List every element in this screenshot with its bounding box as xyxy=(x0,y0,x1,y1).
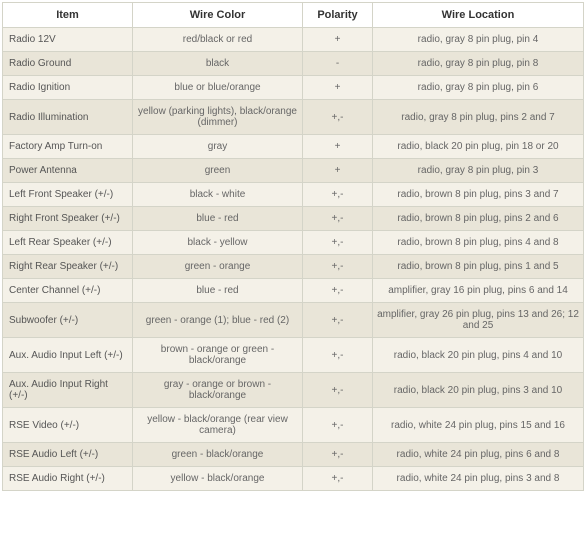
cell-polarity: +,- xyxy=(303,183,373,207)
cell-item: Left Front Speaker (+/-) xyxy=(3,183,133,207)
cell-wire-location: radio, brown 8 pin plug, pins 2 and 6 xyxy=(373,207,584,231)
table-row: RSE Audio Right (+/-)yellow - black/oran… xyxy=(3,467,584,491)
cell-wire-location: radio, gray 8 pin plug, pin 3 xyxy=(373,159,584,183)
cell-polarity: - xyxy=(303,52,373,76)
cell-wire-color: gray - orange or brown - black/orange xyxy=(133,373,303,408)
cell-item: Left Rear Speaker (+/-) xyxy=(3,231,133,255)
cell-wire-location: radio, black 20 pin plug, pin 18 or 20 xyxy=(373,135,584,159)
header-wire-color: Wire Color xyxy=(133,3,303,28)
wiring-table: Item Wire Color Polarity Wire Location R… xyxy=(2,2,584,491)
cell-wire-color: blue or blue/orange xyxy=(133,76,303,100)
cell-polarity: +,- xyxy=(303,338,373,373)
cell-wire-color: black - white xyxy=(133,183,303,207)
cell-item: Factory Amp Turn-on xyxy=(3,135,133,159)
table-row: Factory Amp Turn-ongray+radio, black 20 … xyxy=(3,135,584,159)
cell-polarity: + xyxy=(303,135,373,159)
header-wire-location: Wire Location xyxy=(373,3,584,28)
cell-polarity: +,- xyxy=(303,279,373,303)
table-row: Radio Illuminationyellow (parking lights… xyxy=(3,100,584,135)
cell-wire-location: radio, gray 8 pin plug, pin 6 xyxy=(373,76,584,100)
cell-item: Aux. Audio Input Right (+/-) xyxy=(3,373,133,408)
cell-wire-location: radio, brown 8 pin plug, pins 4 and 8 xyxy=(373,231,584,255)
table-body: Radio 12Vred/black or red+radio, gray 8 … xyxy=(3,28,584,491)
table-row: Right Rear Speaker (+/-)green - orange+,… xyxy=(3,255,584,279)
cell-wire-location: radio, gray 8 pin plug, pin 8 xyxy=(373,52,584,76)
cell-wire-color: red/black or red xyxy=(133,28,303,52)
header-item: Item xyxy=(3,3,133,28)
cell-polarity: +,- xyxy=(303,231,373,255)
cell-polarity: +,- xyxy=(303,443,373,467)
table-header-row: Item Wire Color Polarity Wire Location xyxy=(3,3,584,28)
cell-item: RSE Audio Left (+/-) xyxy=(3,443,133,467)
cell-polarity: +,- xyxy=(303,100,373,135)
cell-wire-color: green xyxy=(133,159,303,183)
cell-wire-color: brown - orange or green - black/orange xyxy=(133,338,303,373)
cell-item: Aux. Audio Input Left (+/-) xyxy=(3,338,133,373)
cell-polarity: +,- xyxy=(303,373,373,408)
table-row: RSE Video (+/-)yellow - black/orange (re… xyxy=(3,408,584,443)
cell-item: Center Channel (+/-) xyxy=(3,279,133,303)
table-row: RSE Audio Left (+/-)green - black/orange… xyxy=(3,443,584,467)
cell-wire-color: blue - red xyxy=(133,207,303,231)
cell-wire-color: green - black/orange xyxy=(133,443,303,467)
cell-wire-location: radio, gray 8 pin plug, pin 4 xyxy=(373,28,584,52)
cell-polarity: +,- xyxy=(303,303,373,338)
cell-item: RSE Audio Right (+/-) xyxy=(3,467,133,491)
cell-wire-location: radio, brown 8 pin plug, pins 3 and 7 xyxy=(373,183,584,207)
cell-item: Right Front Speaker (+/-) xyxy=(3,207,133,231)
cell-wire-location: radio, white 24 pin plug, pins 3 and 8 xyxy=(373,467,584,491)
cell-polarity: +,- xyxy=(303,255,373,279)
table-row: Subwoofer (+/-)green - orange (1); blue … xyxy=(3,303,584,338)
cell-polarity: +,- xyxy=(303,408,373,443)
cell-wire-location: amplifier, gray 26 pin plug, pins 13 and… xyxy=(373,303,584,338)
cell-item: Radio Illumination xyxy=(3,100,133,135)
cell-wire-color: black xyxy=(133,52,303,76)
cell-wire-location: radio, white 24 pin plug, pins 6 and 8 xyxy=(373,443,584,467)
cell-wire-location: radio, gray 8 pin plug, pins 2 and 7 xyxy=(373,100,584,135)
table-row: Center Channel (+/-)blue - red+,-amplifi… xyxy=(3,279,584,303)
table-row: Radio 12Vred/black or red+radio, gray 8 … xyxy=(3,28,584,52)
cell-item: RSE Video (+/-) xyxy=(3,408,133,443)
cell-item: Radio 12V xyxy=(3,28,133,52)
cell-polarity: + xyxy=(303,76,373,100)
table-row: Left Front Speaker (+/-)black - white+,-… xyxy=(3,183,584,207)
table-row: Aux. Audio Input Right (+/-)gray - orang… xyxy=(3,373,584,408)
table-row: Right Front Speaker (+/-)blue - red+,-ra… xyxy=(3,207,584,231)
cell-item: Power Antenna xyxy=(3,159,133,183)
table-row: Aux. Audio Input Left (+/-)brown - orang… xyxy=(3,338,584,373)
header-polarity: Polarity xyxy=(303,3,373,28)
table-row: Radio Groundblack-radio, gray 8 pin plug… xyxy=(3,52,584,76)
cell-wire-location: radio, black 20 pin plug, pins 4 and 10 xyxy=(373,338,584,373)
cell-item: Radio Ground xyxy=(3,52,133,76)
cell-wire-location: radio, white 24 pin plug, pins 15 and 16 xyxy=(373,408,584,443)
cell-item: Right Rear Speaker (+/-) xyxy=(3,255,133,279)
cell-polarity: +,- xyxy=(303,467,373,491)
table-row: Left Rear Speaker (+/-)black - yellow+,-… xyxy=(3,231,584,255)
cell-polarity: + xyxy=(303,28,373,52)
cell-wire-color: blue - red xyxy=(133,279,303,303)
cell-wire-color: yellow (parking lights), black/orange (d… xyxy=(133,100,303,135)
cell-wire-color: green - orange (1); blue - red (2) xyxy=(133,303,303,338)
cell-polarity: + xyxy=(303,159,373,183)
cell-wire-location: amplifier, gray 16 pin plug, pins 6 and … xyxy=(373,279,584,303)
cell-wire-color: yellow - black/orange xyxy=(133,467,303,491)
table-row: Power Antennagreen+radio, gray 8 pin plu… xyxy=(3,159,584,183)
cell-wire-color: yellow - black/orange (rear view camera) xyxy=(133,408,303,443)
cell-wire-color: black - yellow xyxy=(133,231,303,255)
cell-wire-color: gray xyxy=(133,135,303,159)
cell-wire-color: green - orange xyxy=(133,255,303,279)
cell-wire-location: radio, black 20 pin plug, pins 3 and 10 xyxy=(373,373,584,408)
table-row: Radio Ignitionblue or blue/orange+radio,… xyxy=(3,76,584,100)
cell-wire-location: radio, brown 8 pin plug, pins 1 and 5 xyxy=(373,255,584,279)
cell-polarity: +,- xyxy=(303,207,373,231)
cell-item: Subwoofer (+/-) xyxy=(3,303,133,338)
cell-item: Radio Ignition xyxy=(3,76,133,100)
